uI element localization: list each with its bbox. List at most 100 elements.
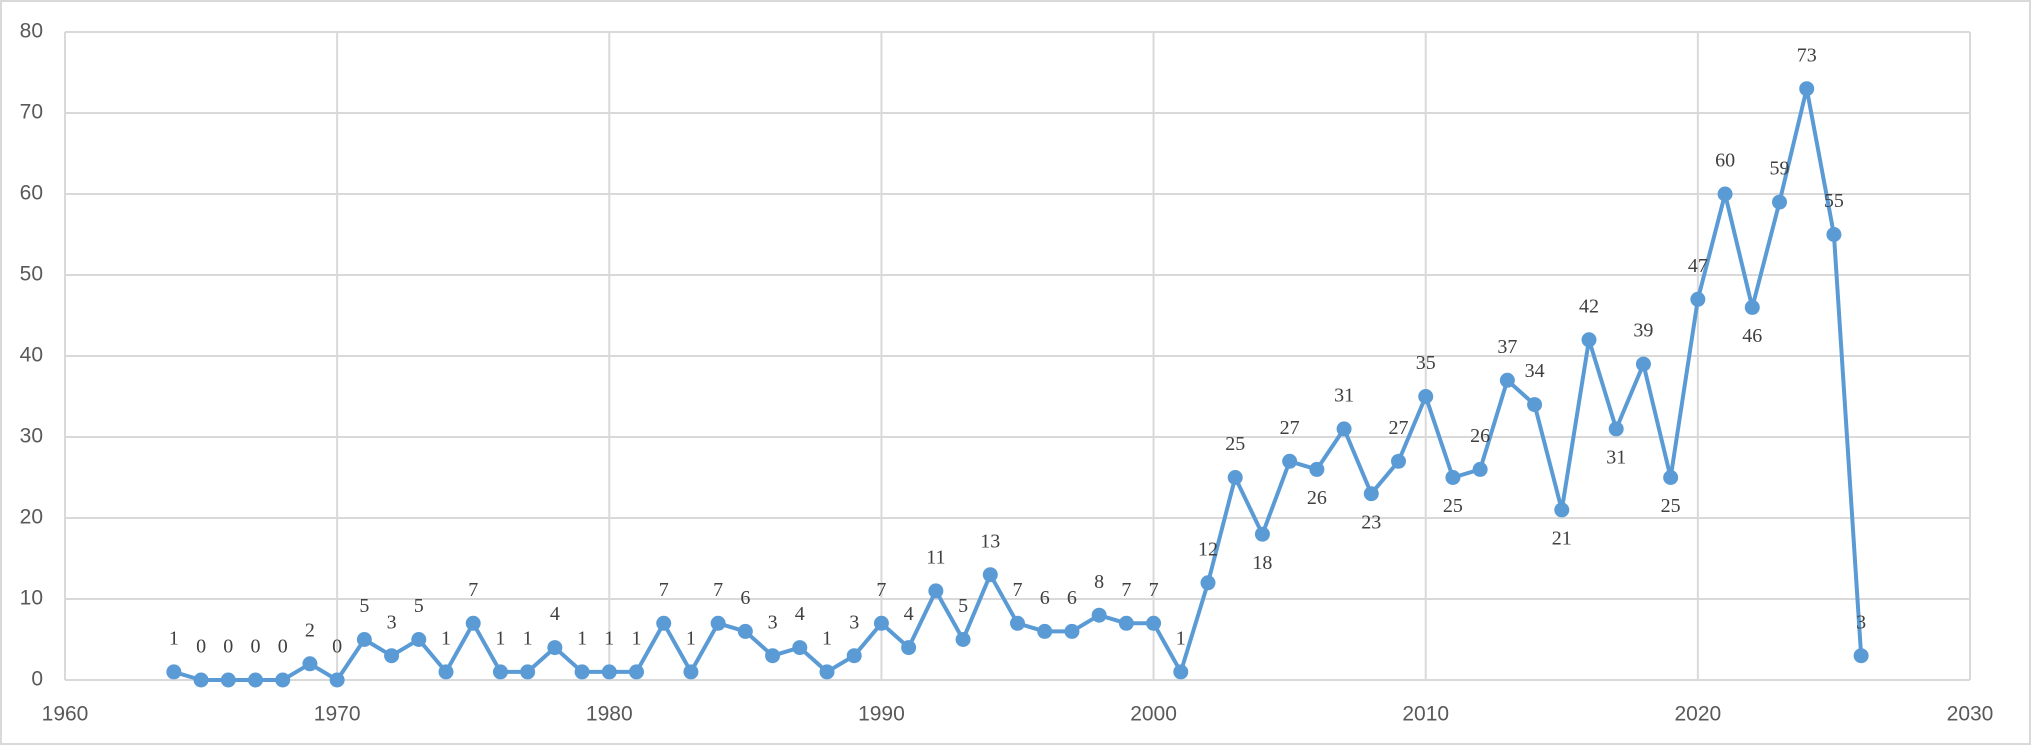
- y-tick-label: 40: [20, 344, 43, 367]
- data-label: 0: [223, 636, 233, 658]
- data-point: [683, 664, 699, 680]
- data-label: 37: [1497, 336, 1517, 358]
- data-point: [1254, 526, 1270, 542]
- data-label: 1: [577, 627, 587, 649]
- data-point: [1173, 664, 1189, 680]
- data-point: [1581, 332, 1597, 348]
- data-point: [819, 664, 835, 680]
- data-label: 7: [468, 579, 478, 601]
- x-tick-label: 2030: [1947, 703, 1994, 726]
- y-tick-label: 20: [20, 506, 43, 529]
- data-point: [629, 664, 644, 680]
- data-point: [1499, 372, 1515, 388]
- data-point: [1091, 607, 1107, 623]
- data-label: 31: [1334, 384, 1354, 406]
- data-point: [1037, 623, 1053, 639]
- data-label: 46: [1742, 325, 1762, 347]
- y-tick-label: 10: [20, 587, 43, 610]
- data-point: [1336, 421, 1352, 437]
- data-label: 3: [768, 611, 778, 633]
- data-point: [1200, 575, 1216, 591]
- data-label: 0: [196, 636, 206, 658]
- data-point: [520, 664, 536, 680]
- data-point: [901, 640, 917, 656]
- data-label: 7: [1121, 579, 1131, 601]
- data-point: [928, 583, 944, 599]
- data-point: [710, 615, 726, 631]
- data-label: 26: [1307, 487, 1327, 509]
- data-point: [248, 672, 263, 688]
- data-label: 1: [1176, 627, 1186, 649]
- y-tick-label: 80: [20, 20, 43, 43]
- data-label: 25: [1661, 495, 1681, 517]
- data-point: [329, 672, 345, 688]
- data-point: [1608, 421, 1624, 437]
- data-label: 55: [1824, 190, 1844, 212]
- data-label: 23: [1361, 511, 1381, 533]
- data-label: 1: [523, 627, 533, 649]
- data-label: 4: [795, 603, 805, 625]
- data-label: 1: [822, 627, 832, 649]
- data-point: [1744, 299, 1760, 315]
- data-label: 5: [414, 595, 424, 617]
- data-label: 59: [1770, 158, 1790, 180]
- data-point: [873, 615, 889, 631]
- data-label: 5: [359, 595, 369, 617]
- data-label: 7: [659, 579, 669, 601]
- data-point: [1826, 227, 1842, 242]
- data-point: [601, 664, 617, 680]
- data-label: 3: [849, 611, 859, 633]
- y-tick-label: 50: [20, 263, 43, 286]
- data-label: 12: [1198, 538, 1218, 560]
- data-label: 6: [1067, 587, 1077, 609]
- y-tick-label: 0: [31, 668, 43, 691]
- data-point: [438, 664, 454, 680]
- data-label: 3: [387, 611, 397, 633]
- data-label: 3: [1856, 611, 1866, 633]
- data-label: 1: [686, 627, 696, 649]
- data-label: 47: [1688, 255, 1708, 277]
- data-label: 0: [332, 636, 342, 658]
- data-point: [1418, 389, 1434, 404]
- y-tick-label: 70: [20, 101, 43, 124]
- data-label: 7: [1149, 579, 1159, 601]
- data-label: 2: [305, 619, 315, 641]
- data-label: 0: [251, 636, 261, 658]
- data-point: [1690, 291, 1706, 307]
- data-label: 1: [441, 627, 451, 649]
- y-tick-label: 60: [20, 182, 43, 205]
- data-point: [193, 672, 209, 688]
- data-point: [492, 664, 508, 680]
- data-point: [1363, 486, 1379, 502]
- data-label: 21: [1552, 527, 1572, 549]
- data-point: [384, 648, 400, 664]
- data-label: 25: [1443, 495, 1463, 517]
- data-point: [1146, 615, 1162, 631]
- data-point: [656, 615, 672, 631]
- data-point: [955, 632, 971, 647]
- y-tick-label: 30: [20, 425, 43, 448]
- data-point: [1527, 397, 1543, 413]
- data-point: [1118, 615, 1134, 631]
- data-label: 1: [632, 627, 642, 649]
- data-label: 4: [904, 603, 914, 625]
- data-label: 0: [278, 636, 288, 658]
- data-label: 31: [1606, 446, 1626, 468]
- data-point: [846, 648, 862, 664]
- data-label: 5: [958, 595, 968, 617]
- data-label: 8: [1094, 571, 1104, 593]
- data-point: [1309, 461, 1325, 477]
- data-point: [1282, 453, 1298, 469]
- data-point: [1554, 502, 1570, 518]
- x-tick-label: 1980: [586, 703, 633, 726]
- data-point: [302, 656, 318, 672]
- x-tick-label: 1970: [314, 703, 361, 726]
- x-tick-label: 1960: [42, 703, 89, 726]
- data-point: [982, 567, 998, 583]
- data-label: 6: [1040, 587, 1050, 609]
- data-label: 34: [1525, 360, 1545, 382]
- data-label: 73: [1797, 44, 1817, 66]
- data-point: [220, 672, 236, 688]
- data-label: 7: [713, 579, 723, 601]
